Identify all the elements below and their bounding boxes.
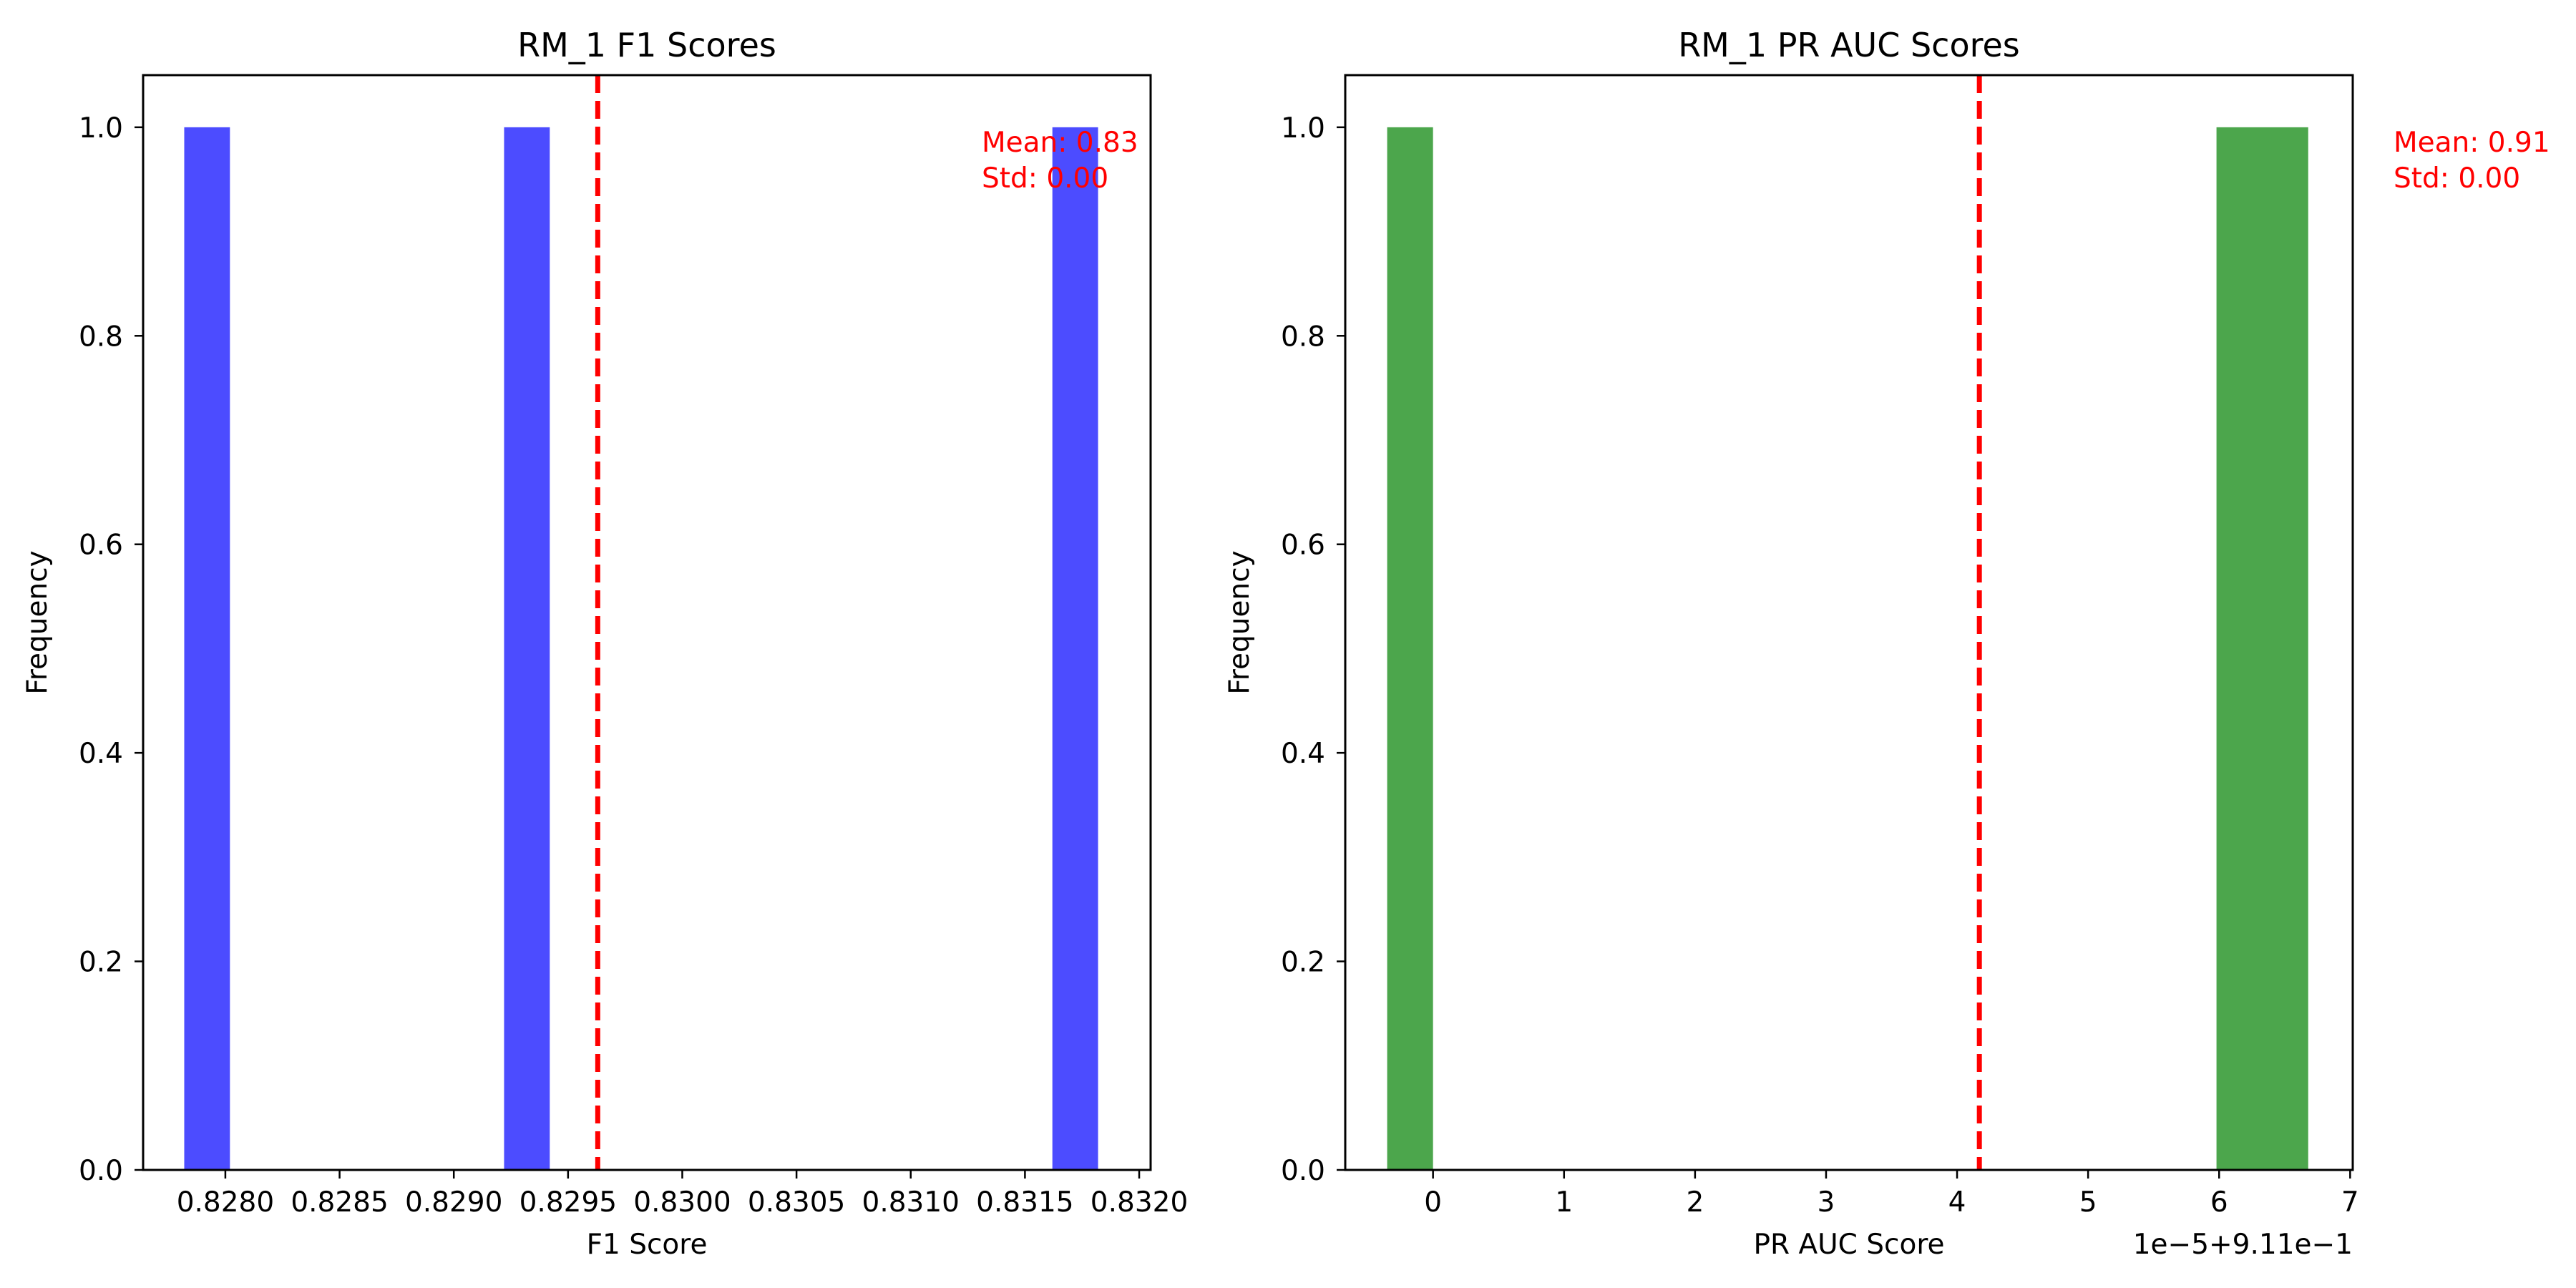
chart2-bar-2 [2216, 127, 2308, 1170]
chart1-stats-annotation: Std: 0.00 [982, 162, 1108, 195]
chart1-title: RM_1 F1 Scores [517, 26, 776, 64]
chart2-x-tick-label: 3 [1818, 1186, 1835, 1219]
chart2-x-tick-label: 4 [1948, 1186, 1966, 1219]
chart1-stats-annotation: Mean: 0.83 [982, 127, 1138, 159]
chart1-bar-2 [504, 127, 550, 1170]
chart2-y-tick-label: 0.8 [1281, 321, 1325, 353]
chart2-y-tick-label: 0.0 [1281, 1155, 1325, 1187]
chart2-stats-annotation: Std: 0.00 [2394, 162, 2520, 195]
chart1-y-tick-label: 0.6 [79, 530, 123, 562]
chart1-x-tick-label: 0.8300 [633, 1186, 731, 1219]
chart1-y-tick-label: 0.4 [79, 738, 123, 770]
chart1-x-tick-label: 0.8295 [519, 1186, 617, 1219]
chart2-y-axis-label: Frequency [1224, 550, 1256, 694]
chart1-axes-frame [142, 74, 1152, 1171]
chart1-x-tick-label: 0.8305 [748, 1186, 845, 1219]
chart1-y-tick-label: 1.0 [79, 112, 123, 145]
chart2-y-tick-label: 1.0 [1281, 112, 1325, 145]
chart1-x-tick-label: 0.8310 [862, 1186, 960, 1219]
chart1-y-tick-label: 0.2 [79, 947, 123, 979]
chart2-x-tick-label: 7 [2341, 1186, 2359, 1219]
chart1-bar-1 [184, 127, 230, 1170]
chart2-y-tick-label: 0.6 [1281, 530, 1325, 562]
chart1-y-tick-label: 0.0 [79, 1155, 123, 1187]
chart2-x-tick-label: 5 [2079, 1186, 2097, 1219]
chart2-y-tick-label: 0.4 [1281, 738, 1325, 770]
chart1-x-tick-label: 0.8280 [177, 1186, 274, 1219]
chart1-y-tick-label: 0.8 [79, 321, 123, 353]
chart2-bar-1 [1387, 127, 1433, 1170]
chart2-y-tick-label: 0.2 [1281, 947, 1325, 979]
chart1-x-tick-label: 0.8320 [1091, 1186, 1188, 1219]
chart1-x-tick-label: 0.8290 [405, 1186, 502, 1219]
chart2-x-tick-label: 0 [1424, 1186, 1442, 1219]
chart2-stats-annotation: Mean: 0.91 [2394, 127, 2550, 159]
chart2-x-tick-label: 6 [2210, 1186, 2228, 1219]
chart1-y-axis-label: Frequency [21, 550, 54, 694]
chart2-x-axis-label: PR AUC Score [1753, 1229, 1944, 1261]
chart2-x-offset-label: 1e−5+9.11e−1 [2133, 1229, 2353, 1261]
chart1-x-tick-label: 0.8315 [976, 1186, 1073, 1219]
chart2-title: RM_1 PR AUC Scores [1678, 26, 2020, 64]
chart1-x-axis-label: F1 Score [587, 1229, 708, 1261]
chart1-bar-3 [1052, 127, 1098, 1170]
chart2-x-tick-label: 1 [1555, 1186, 1573, 1219]
chart2-x-tick-label: 2 [1686, 1186, 1704, 1219]
chart1-x-tick-label: 0.8285 [291, 1186, 388, 1219]
chart2-axes-frame [1344, 74, 2354, 1171]
